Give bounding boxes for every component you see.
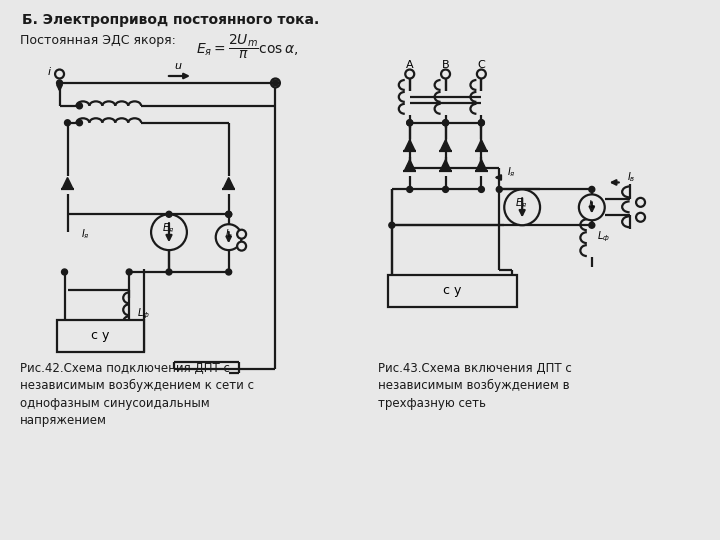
Polygon shape bbox=[404, 160, 415, 171]
Text: C: C bbox=[477, 60, 485, 70]
Circle shape bbox=[478, 186, 485, 192]
Text: Рис.42.Схема подключения ДПТ с
независимым возбуждением к сети с
однофазным сину: Рис.42.Схема подключения ДПТ с независим… bbox=[19, 361, 253, 427]
Circle shape bbox=[126, 269, 132, 275]
Text: u: u bbox=[174, 61, 181, 71]
Polygon shape bbox=[476, 160, 487, 171]
Polygon shape bbox=[440, 160, 451, 171]
Text: A: A bbox=[406, 60, 413, 70]
Text: с у: с у bbox=[91, 329, 109, 342]
Polygon shape bbox=[223, 178, 234, 189]
Circle shape bbox=[65, 120, 71, 126]
Text: B: B bbox=[442, 60, 449, 70]
Circle shape bbox=[272, 80, 279, 86]
Text: Постоянная ЭДС якоря:: Постоянная ЭДС якоря: bbox=[19, 34, 176, 47]
Text: $I_в$: $I_в$ bbox=[588, 198, 596, 211]
Circle shape bbox=[636, 198, 645, 207]
Text: Б. Электропривод постоянного тока.: Б. Электропривод постоянного тока. bbox=[22, 14, 319, 28]
Circle shape bbox=[237, 230, 246, 239]
Circle shape bbox=[478, 165, 485, 171]
Bar bbox=[388, 275, 517, 307]
Text: $L_ф$: $L_ф$ bbox=[597, 230, 610, 245]
Circle shape bbox=[151, 214, 187, 250]
Circle shape bbox=[225, 269, 232, 275]
Circle shape bbox=[407, 165, 413, 171]
Circle shape bbox=[216, 224, 242, 250]
Circle shape bbox=[589, 186, 595, 192]
Circle shape bbox=[636, 213, 645, 222]
Circle shape bbox=[76, 103, 82, 109]
Text: $E_я$: $E_я$ bbox=[162, 221, 174, 235]
Circle shape bbox=[589, 222, 595, 228]
Circle shape bbox=[504, 190, 540, 225]
Circle shape bbox=[443, 186, 449, 192]
Circle shape bbox=[61, 269, 68, 275]
Text: $I_в$: $I_в$ bbox=[225, 228, 233, 240]
Circle shape bbox=[443, 120, 449, 126]
Circle shape bbox=[407, 120, 413, 126]
Circle shape bbox=[441, 70, 450, 78]
Circle shape bbox=[166, 211, 172, 217]
Polygon shape bbox=[62, 178, 73, 189]
Circle shape bbox=[57, 80, 63, 86]
Circle shape bbox=[496, 186, 503, 192]
Polygon shape bbox=[404, 140, 415, 151]
Circle shape bbox=[405, 70, 414, 78]
Text: $I_я$: $I_я$ bbox=[81, 227, 90, 241]
Circle shape bbox=[443, 165, 449, 171]
Circle shape bbox=[166, 269, 172, 275]
Circle shape bbox=[407, 120, 413, 126]
Polygon shape bbox=[440, 140, 451, 151]
Bar bbox=[57, 320, 144, 352]
Text: i: i bbox=[48, 67, 51, 77]
Circle shape bbox=[225, 211, 232, 217]
Circle shape bbox=[55, 70, 64, 78]
Text: Рис.43.Схема включения ДПТ с
независимым возбуждением в
трехфазную сеть: Рис.43.Схема включения ДПТ с независимым… bbox=[378, 361, 572, 410]
Circle shape bbox=[225, 211, 232, 217]
Circle shape bbox=[477, 70, 486, 78]
Circle shape bbox=[443, 120, 449, 126]
Text: $E_я = \dfrac{2U_m}{\pi}\cos\alpha,$: $E_я = \dfrac{2U_m}{\pi}\cos\alpha,$ bbox=[196, 32, 298, 61]
Circle shape bbox=[579, 194, 605, 220]
Polygon shape bbox=[476, 140, 487, 151]
Text: $L_ф$: $L_ф$ bbox=[137, 307, 150, 321]
Circle shape bbox=[389, 222, 395, 228]
Circle shape bbox=[478, 120, 485, 126]
Circle shape bbox=[76, 120, 82, 126]
Circle shape bbox=[271, 78, 280, 87]
Text: с у: с у bbox=[444, 285, 462, 298]
Circle shape bbox=[407, 186, 413, 192]
Text: $I_в$: $I_в$ bbox=[626, 171, 635, 184]
Circle shape bbox=[478, 120, 485, 126]
Circle shape bbox=[237, 241, 246, 251]
Text: $I_я$: $I_я$ bbox=[507, 165, 516, 179]
Text: $E_я$: $E_я$ bbox=[516, 197, 527, 210]
